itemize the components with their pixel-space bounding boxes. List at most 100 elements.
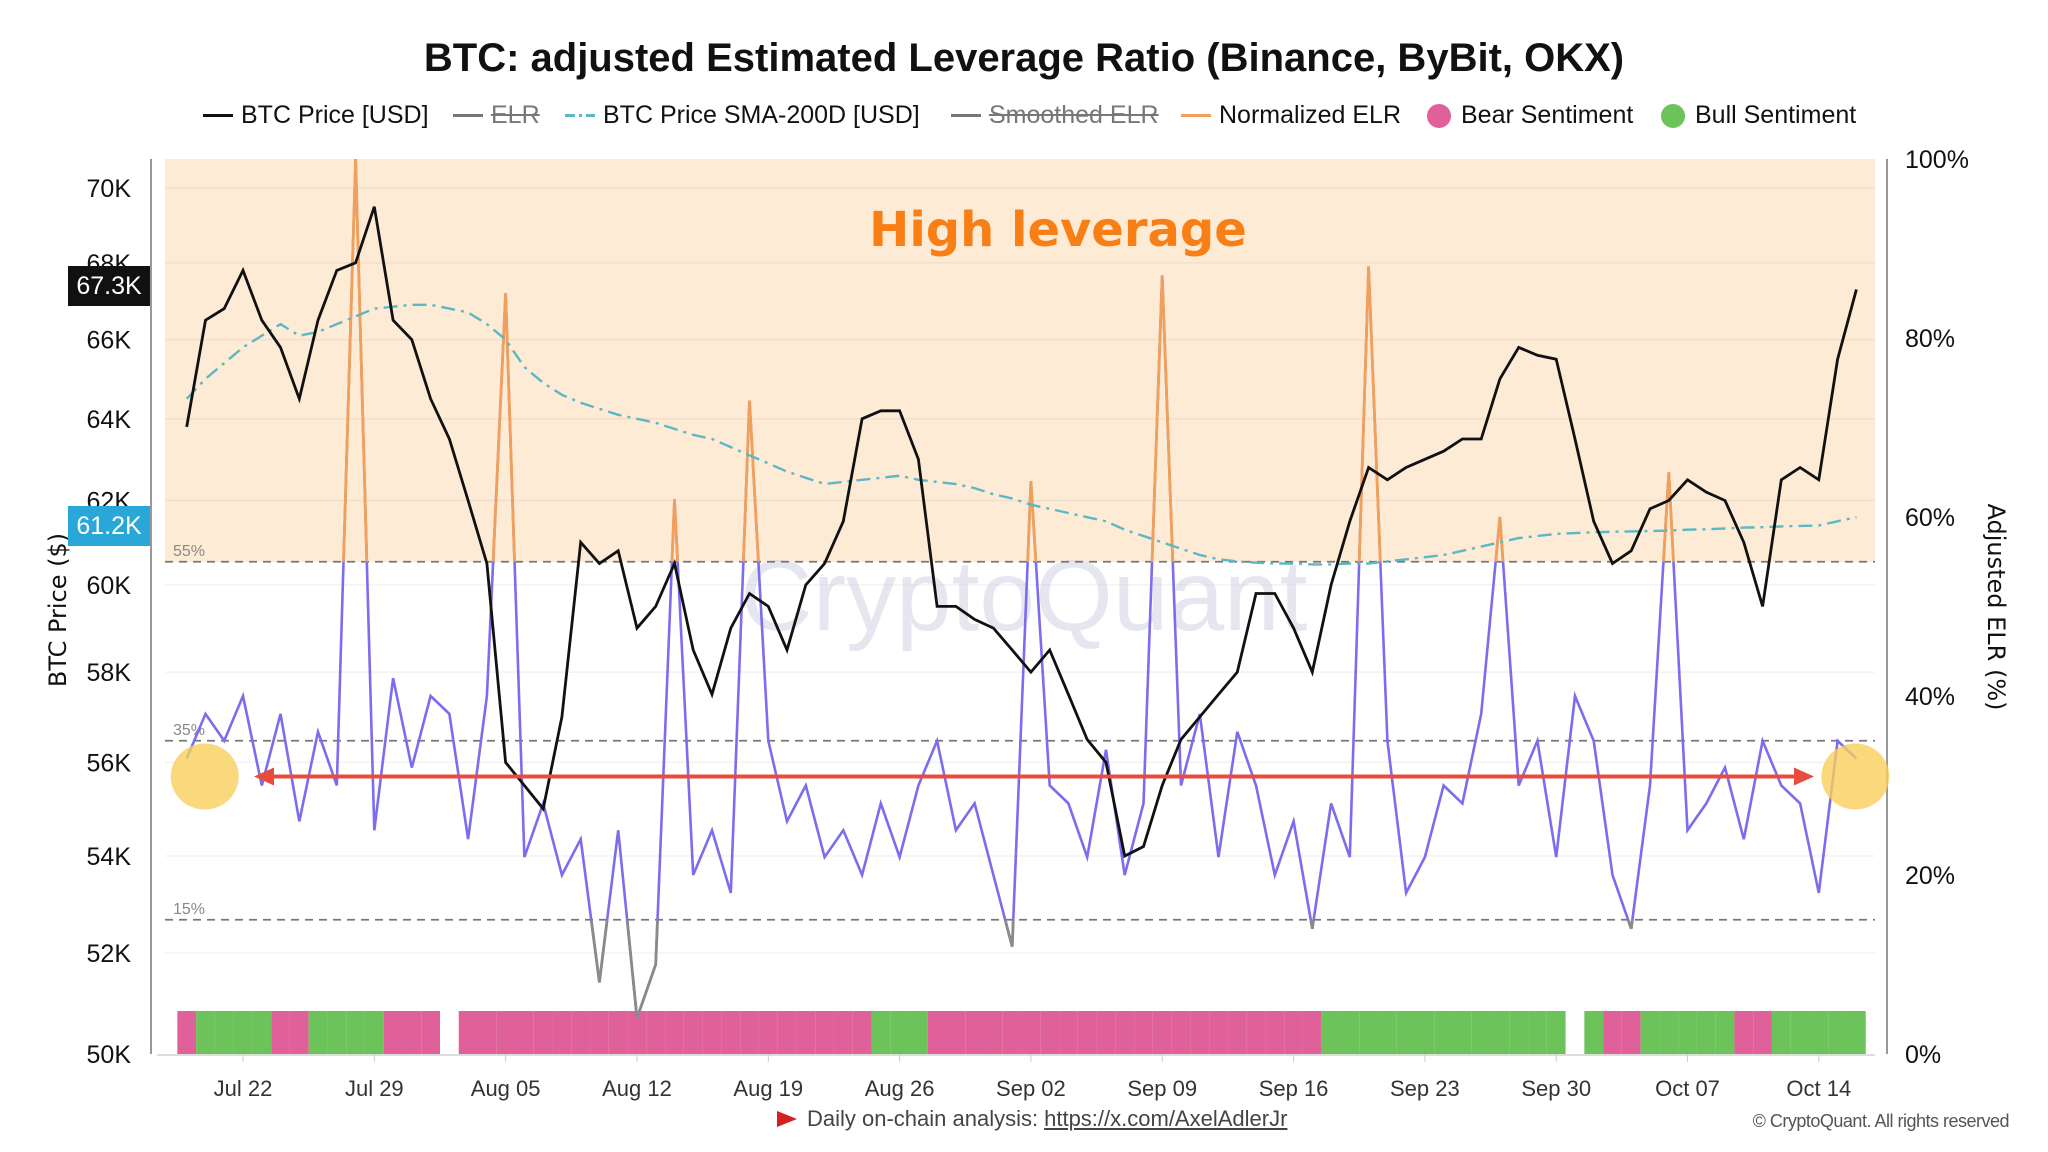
sentiment-bar-bear [1115, 1011, 1135, 1054]
legend-label: ELR [491, 101, 540, 129]
sentiment-bar-bear [1209, 1011, 1228, 1054]
sentiment-bar-bull [1359, 1011, 1378, 1054]
legend-label: Bear Sentiment [1461, 101, 1634, 129]
sma-price-tag: 61.2K [68, 506, 150, 546]
footer-note-text: Daily on-chain analysis: [807, 1106, 1039, 1131]
y-right-tick-label: 60% [1905, 504, 1955, 532]
arrow-head-left [254, 767, 274, 786]
sentiment-bar-bull [1809, 1011, 1829, 1054]
sentiment-bar-bull [890, 1011, 909, 1054]
sentiment-bar-bear [1227, 1011, 1247, 1054]
sentiment-bar-bull [196, 1011, 215, 1054]
legend-swatch [565, 114, 595, 117]
sentiment-bar-bear [458, 1011, 478, 1054]
x-tick-label: Sep 30 [1521, 1076, 1591, 1101]
legend-label: Smoothed ELR [989, 101, 1159, 129]
sentiment-bar-bull [308, 1011, 328, 1054]
sentiment-bar-bull [233, 1011, 253, 1054]
sentiment-bar-bear [1190, 1011, 1210, 1054]
sentiment-bar-bear [796, 1011, 816, 1054]
sentiment-bar-bull [1696, 1011, 1716, 1054]
sentiment-bar-bear [477, 1011, 497, 1054]
x-tick-label: Sep 23 [1390, 1076, 1460, 1101]
red-flag-icon [777, 1111, 797, 1127]
x-tick-label: Oct 14 [1786, 1076, 1851, 1101]
high-leverage-label: High leverage [869, 202, 1247, 258]
legend-item-btc-price[interactable]: BTC Price [USD] [203, 101, 429, 130]
sentiment-bar-bull [908, 1011, 928, 1054]
x-tick-label: Aug 26 [865, 1076, 935, 1101]
sentiment-bar-bull [1715, 1011, 1735, 1054]
highlight-circle-start [170, 743, 239, 810]
sentiment-bar-bull [252, 1011, 272, 1054]
sentiment-bar-bull [1828, 1011, 1847, 1054]
sentiment-bar-bear [1284, 1011, 1303, 1054]
sentiment-bar-bear [1621, 1011, 1641, 1054]
sentiment-bar-bull [1771, 1011, 1791, 1054]
sentiment-bar-bull [1415, 1011, 1435, 1054]
x-tick-label: Oct 07 [1655, 1076, 1720, 1101]
sentiment-bar-bear [1002, 1011, 1022, 1054]
author-link[interactable]: https://x.com/AxelAdlerJr [1044, 1106, 1288, 1131]
sentiment-bar-bear [702, 1011, 722, 1054]
footer-note: Daily on-chain analysis: https://x.com/A… [775, 1106, 1287, 1132]
y-right-tick-label: 0% [1905, 1041, 1941, 1069]
x-tick-label: Jul 29 [345, 1076, 404, 1101]
sentiment-bar-bear [965, 1011, 985, 1054]
sentiment-bar-bear [758, 1011, 778, 1054]
sentiment-bar-bull [1528, 1011, 1547, 1054]
x-tick-label: Sep 02 [996, 1076, 1066, 1101]
sentiment-bar-bull [1678, 1011, 1697, 1054]
y-right-axis-title: Adjusted ELR (%) [1982, 503, 2010, 710]
sentiment-bar-bear [852, 1011, 872, 1054]
sentiment-bar-bear [1059, 1011, 1078, 1054]
sentiment-bar-bull [1490, 1011, 1510, 1054]
sentiment-bar-bull [1509, 1011, 1529, 1054]
sentiment-bar-bear [1152, 1011, 1172, 1054]
sentiment-bar-bear [1021, 1011, 1041, 1054]
legend-item-bull-sentiment[interactable]: Bull Sentiment [1661, 101, 1856, 130]
arrow-head-right [1794, 767, 1814, 786]
sentiment-bar-bear [721, 1011, 741, 1054]
y-left-tick-label: 52K [87, 940, 132, 968]
legend-item-bear-sentiment[interactable]: Bear Sentiment [1427, 101, 1633, 130]
legend-item-normalized-elr[interactable]: Normalized ELR [1181, 101, 1401, 130]
sentiment-bar-bull [1453, 1011, 1472, 1054]
y-left-tick-label: 66K [87, 327, 132, 355]
sentiment-bar-bear [1753, 1011, 1772, 1054]
sentiment-bar-bull [346, 1011, 365, 1054]
legend-dot [1661, 103, 1685, 128]
y-left-axis-title: BTC Price ($) [44, 533, 72, 687]
sentiment-bar-bull [1546, 1011, 1566, 1054]
legend-item-smoothed-elr[interactable]: Smoothed ELR [951, 101, 1159, 130]
y-right-tick-label: 100% [1905, 146, 1969, 174]
sentiment-bar-bear [1171, 1011, 1191, 1054]
sentiment-bar-bull [1377, 1011, 1397, 1054]
legend-swatch [1181, 114, 1211, 117]
legend-swatch [453, 114, 483, 117]
legend-item-sma[interactable]: BTC Price SMA-200D [USD] [565, 101, 920, 130]
y-left-tick-label: 54K [87, 843, 132, 871]
sentiment-bar-bear [533, 1011, 553, 1054]
x-tick-label: Aug 05 [471, 1076, 541, 1101]
y-left-tick-label: 70K [87, 175, 132, 203]
sentiment-bar-bear [1077, 1011, 1097, 1054]
sentiment-bar-bear [421, 1011, 440, 1054]
sentiment-bar-bull [1659, 1011, 1679, 1054]
sentiment-bar-bear [177, 1011, 197, 1054]
sentiment-bar-bull [214, 1011, 234, 1054]
sentiment-bar-bear [815, 1011, 834, 1054]
sentiment-bar-bear [590, 1011, 609, 1054]
legend-item-elr[interactable]: ELR [453, 101, 540, 130]
sentiment-bar-bear [627, 1011, 647, 1054]
sentiment-bar-bear [1265, 1011, 1285, 1054]
sentiment-bar-bear [1246, 1011, 1266, 1054]
sentiment-bar-bear [665, 1011, 684, 1054]
sentiment-bar-bear [515, 1011, 534, 1054]
current-price-tag: 67.3K [68, 266, 150, 306]
y-left-tick-label: 64K [87, 406, 132, 434]
sentiment-bar-bear [496, 1011, 516, 1054]
sentiment-bar-bear [1603, 1011, 1622, 1054]
legend-label: BTC Price SMA-200D [USD] [603, 101, 920, 129]
